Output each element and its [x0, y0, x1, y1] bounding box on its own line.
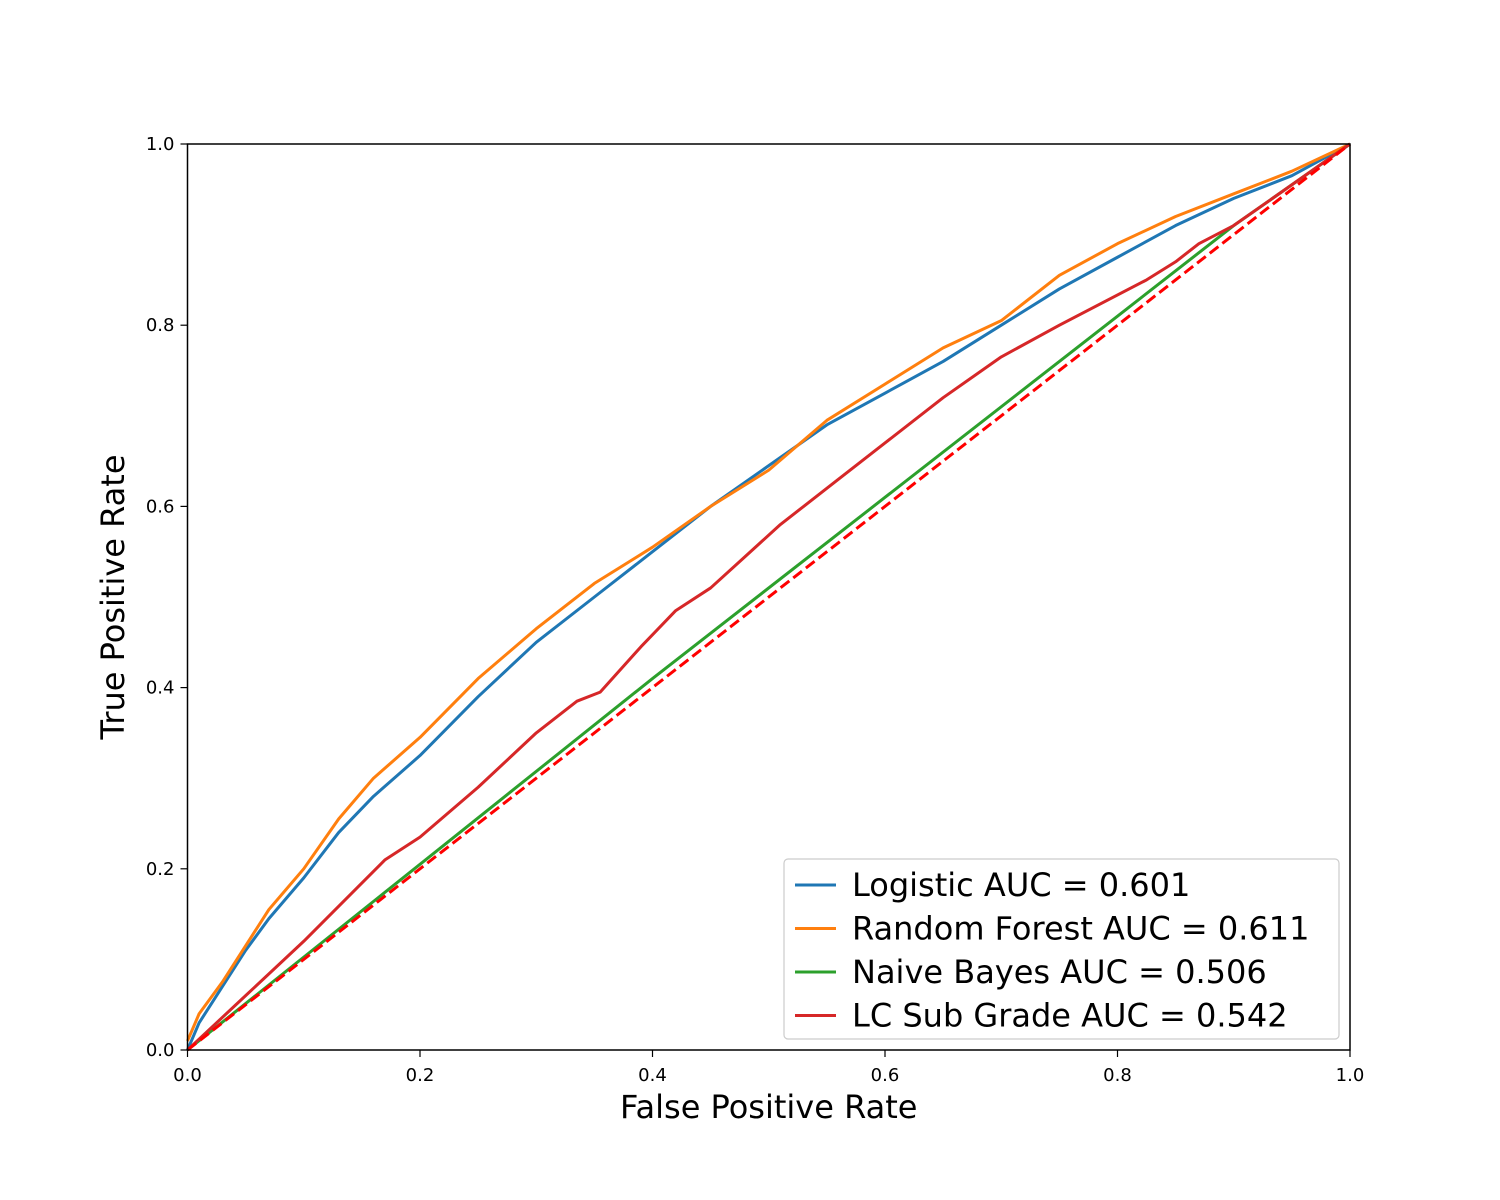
x-axis-label: False Positive Rate	[620, 1088, 917, 1126]
y-axis-label: True Positive Rate	[94, 454, 132, 740]
axis-ticks: 0.0 0.2 0.4 0.6 0.8 1.0 0.0 0.2 0.4 0.6 0.8 1.0	[146, 134, 1364, 1086]
legend-label-1: Random Forest AUC = 0.611	[852, 910, 1309, 948]
x-tick-label: 0.6	[871, 1065, 900, 1086]
legend-label-2: Naive Bayes AUC = 0.506	[852, 953, 1267, 991]
plot-frame	[186, 143, 1351, 1051]
series-lines	[186, 142, 1351, 1052]
legend: Logistic AUC = 0.601 Random Forest AUC = …	[783, 858, 1340, 1040]
y-tick-label: 0.0	[146, 1040, 175, 1061]
series-line-0	[186, 142, 1351, 1051]
y-tick-label: 1.0	[146, 134, 175, 155]
y-tick-label: 0.2	[146, 859, 175, 880]
x-tick-label: 1.0	[1336, 1065, 1365, 1086]
series-line-1	[186, 142, 1351, 1042]
x-tick-label: 0.0	[173, 1065, 202, 1086]
x-tick-label: 0.4	[638, 1065, 667, 1086]
y-tick-label: 0.4	[146, 678, 175, 699]
reference-diagonal-line	[186, 142, 1351, 1052]
y-tick-label: 0.6	[146, 496, 175, 517]
x-tick-label: 0.2	[406, 1065, 435, 1086]
legend-label-0: Logistic AUC = 0.601	[852, 866, 1190, 904]
legend-box	[783, 858, 1340, 1040]
y-tick-label: 0.8	[146, 315, 175, 336]
legend-label-3: LC Sub Grade AUC = 0.542	[852, 997, 1288, 1035]
series-line-3	[186, 142, 1351, 1052]
x-tick-label: 0.8	[1103, 1065, 1132, 1086]
